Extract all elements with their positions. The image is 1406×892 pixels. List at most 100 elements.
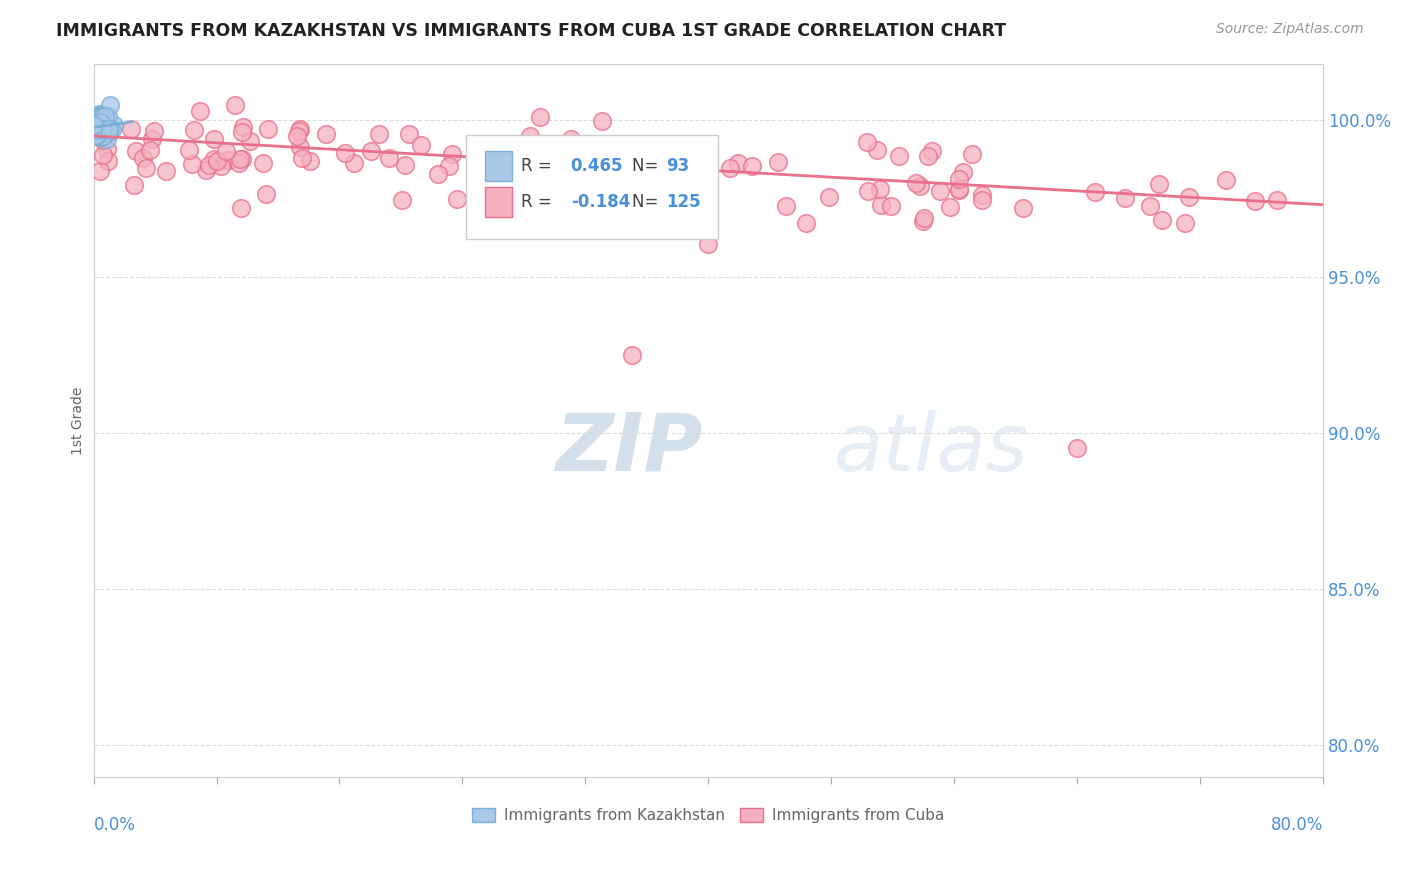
Point xyxy=(93,133,115,147)
Point xyxy=(89,121,111,136)
Point xyxy=(202,132,225,146)
Point xyxy=(880,198,903,212)
Text: 80.0%: 80.0% xyxy=(1271,816,1323,834)
Point xyxy=(122,178,145,193)
Point xyxy=(86,126,108,140)
Text: R =: R = xyxy=(522,157,557,175)
Point xyxy=(198,158,221,172)
Point xyxy=(1084,186,1107,200)
Point xyxy=(557,203,579,218)
Text: 93: 93 xyxy=(666,157,690,175)
Point xyxy=(232,120,254,134)
Point xyxy=(865,143,887,157)
Point xyxy=(1178,190,1201,204)
Point xyxy=(794,216,817,230)
Bar xyxy=(485,186,512,217)
Point xyxy=(131,152,153,166)
Point xyxy=(912,211,935,226)
Point xyxy=(91,122,114,136)
Point xyxy=(1066,442,1088,456)
Point xyxy=(970,193,993,207)
Point xyxy=(83,115,105,129)
Point xyxy=(83,124,105,138)
Point xyxy=(86,127,108,141)
Text: N=: N= xyxy=(633,157,664,175)
Point xyxy=(96,124,118,138)
Point xyxy=(775,199,797,213)
Point xyxy=(217,153,239,167)
Point xyxy=(84,121,107,136)
Point xyxy=(718,161,741,175)
Point xyxy=(215,145,238,159)
Point xyxy=(908,178,931,193)
Point xyxy=(93,115,115,129)
Point xyxy=(440,146,463,161)
Point xyxy=(952,165,974,179)
Point xyxy=(87,115,110,129)
Point xyxy=(870,198,893,212)
Point xyxy=(1215,172,1237,186)
Point xyxy=(91,127,114,141)
Text: 125: 125 xyxy=(666,193,702,211)
Point xyxy=(205,154,228,169)
Point xyxy=(86,123,108,137)
Point xyxy=(86,124,108,138)
Point xyxy=(87,122,110,136)
Point xyxy=(84,126,107,140)
Point xyxy=(90,116,112,130)
Point xyxy=(960,146,983,161)
Point xyxy=(83,123,105,137)
Point xyxy=(86,115,108,129)
Point xyxy=(83,126,105,140)
Point xyxy=(288,121,311,136)
Point xyxy=(533,167,555,181)
Point xyxy=(98,98,121,112)
Point xyxy=(560,132,582,146)
Point xyxy=(489,152,512,166)
Point xyxy=(231,152,253,166)
Point xyxy=(516,158,538,172)
Point xyxy=(526,170,548,185)
Point xyxy=(125,145,148,159)
Point xyxy=(83,115,105,129)
Point xyxy=(229,201,252,215)
Point xyxy=(86,128,108,143)
Point xyxy=(84,115,107,129)
Legend: Immigrants from Kazakhstan, Immigrants from Cuba: Immigrants from Kazakhstan, Immigrants f… xyxy=(465,802,950,830)
Point xyxy=(254,186,277,201)
Point xyxy=(917,148,939,162)
Point xyxy=(87,118,110,132)
Point xyxy=(446,192,468,206)
Point xyxy=(86,114,108,128)
Point xyxy=(83,120,105,135)
Point xyxy=(342,155,364,169)
Text: IMMIGRANTS FROM KAZAKHSTAN VS IMMIGRANTS FROM CUBA 1ST GRADE CORRELATION CHART: IMMIGRANTS FROM KAZAKHSTAN VS IMMIGRANTS… xyxy=(56,22,1007,40)
Point xyxy=(479,162,502,177)
Point xyxy=(83,120,105,134)
Point xyxy=(620,348,643,362)
Point xyxy=(1150,212,1173,227)
Point xyxy=(367,127,389,141)
Point xyxy=(285,128,308,143)
Point xyxy=(315,127,337,141)
Point xyxy=(766,154,789,169)
Point xyxy=(591,113,613,128)
Point xyxy=(141,132,163,146)
Point xyxy=(817,190,839,204)
Text: -0.184: -0.184 xyxy=(571,193,630,211)
Point xyxy=(96,118,118,132)
Point xyxy=(84,123,107,137)
Point xyxy=(505,157,527,171)
Point xyxy=(333,146,356,161)
FancyBboxPatch shape xyxy=(467,136,718,239)
Point xyxy=(209,159,232,173)
Point xyxy=(84,116,107,130)
Point xyxy=(391,193,413,207)
Point xyxy=(96,141,118,155)
Point xyxy=(948,171,970,186)
Text: R =: R = xyxy=(522,193,557,211)
Point xyxy=(398,127,420,141)
Point xyxy=(97,109,120,123)
Point xyxy=(904,176,927,190)
Point xyxy=(1265,193,1288,207)
